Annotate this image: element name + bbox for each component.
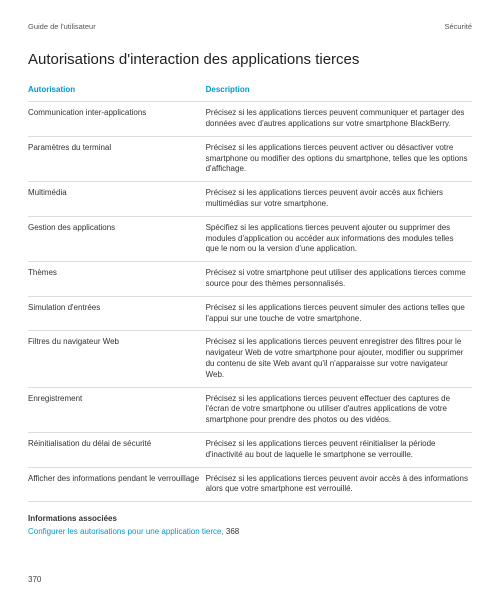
cell-description: Précisez si les applications tierces peu… (206, 102, 472, 137)
cell-authorization: Multimédia (28, 182, 206, 217)
table-row: Filtres du navigateur WebPrécisez si les… (28, 331, 472, 387)
table-row: Gestion des applicationsSpécifiez si les… (28, 216, 472, 261)
related-link-page: 368 (226, 527, 239, 536)
cell-description: Précisez si les applications tierces peu… (206, 182, 472, 217)
cell-description: Précisez si les applications tierces peu… (206, 296, 472, 331)
cell-description: Précisez si les applications tierces peu… (206, 432, 472, 467)
header-right: Sécurité (444, 22, 472, 32)
col-header-description: Description (206, 80, 472, 101)
header-left: Guide de l'utilisateur (28, 22, 96, 32)
related-info-heading: Informations associées (28, 514, 472, 525)
cell-authorization: Communication inter-applications (28, 102, 206, 137)
table-row: Communication inter-applicationsPrécisez… (28, 102, 472, 137)
cell-authorization: Réinitialisation du délai de sécurité (28, 432, 206, 467)
cell-authorization: Paramètres du terminal (28, 136, 206, 181)
cell-description: Précisez si les applications tierces peu… (206, 136, 472, 181)
related-info-link: Configurer les autorisations pour une ap… (28, 527, 472, 538)
table-row: Réinitialisation du délai de sécuritéPré… (28, 432, 472, 467)
table-row: ThèmesPrécisez si votre smartphone peut … (28, 262, 472, 297)
table-row: Afficher des informations pendant le ver… (28, 467, 472, 502)
page-header: Guide de l'utilisateur Sécurité (28, 22, 472, 32)
table-row: Paramètres du terminalPrécisez si les ap… (28, 136, 472, 181)
permissions-table: Autorisation Description Communication i… (28, 80, 472, 502)
cell-authorization: Gestion des applications (28, 216, 206, 261)
col-header-authorization: Autorisation (28, 80, 206, 101)
table-row: EnregistrementPrécisez si les applicatio… (28, 387, 472, 432)
cell-description: Précisez si les applications tierces peu… (206, 467, 472, 502)
related-link-text: Configurer les autorisations pour une ap… (28, 527, 224, 536)
cell-authorization: Enregistrement (28, 387, 206, 432)
page-number: 370 (28, 575, 41, 586)
cell-description: Précisez si votre smartphone peut utilis… (206, 262, 472, 297)
cell-authorization: Thèmes (28, 262, 206, 297)
cell-description: Précisez si les applications tierces peu… (206, 387, 472, 432)
cell-description: Précisez si les applications tierces peu… (206, 331, 472, 387)
table-row: MultimédiaPrécisez si les applications t… (28, 182, 472, 217)
cell-authorization: Simulation d'entrées (28, 296, 206, 331)
page-title: Autorisations d'interaction des applicat… (28, 50, 472, 70)
cell-authorization: Filtres du navigateur Web (28, 331, 206, 387)
cell-description: Spécifiez si les applications tierces pe… (206, 216, 472, 261)
table-row: Simulation d'entréesPrécisez si les appl… (28, 296, 472, 331)
cell-authorization: Afficher des informations pendant le ver… (28, 467, 206, 502)
